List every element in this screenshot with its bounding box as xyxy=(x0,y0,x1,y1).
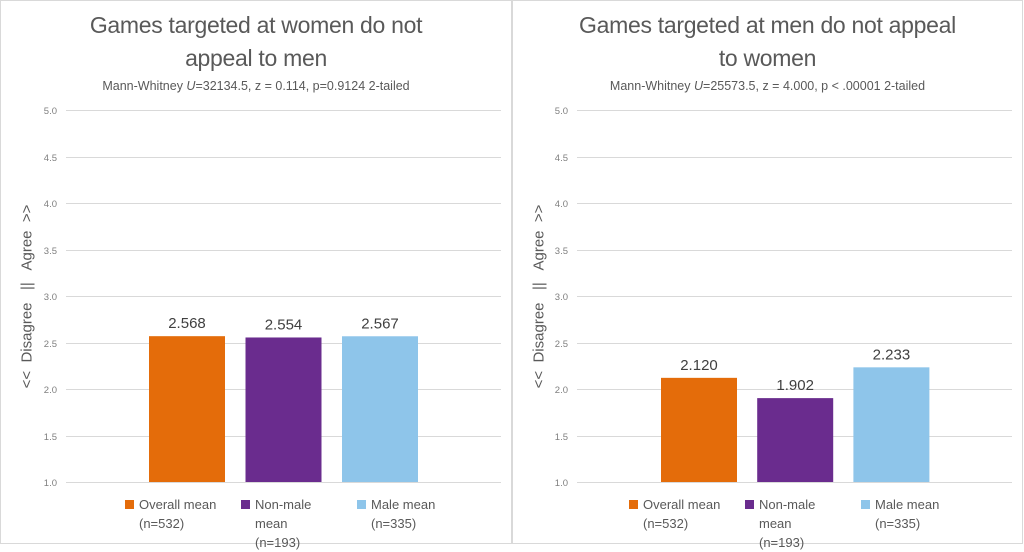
chart-title-line-2: appeal to men xyxy=(185,45,327,71)
y-tick-label: 2.5 xyxy=(555,339,568,350)
y-tick-label: 2.0 xyxy=(555,385,568,396)
y-tick-label: 3.0 xyxy=(555,292,568,303)
subtitle-u-stat: U xyxy=(693,79,704,93)
data-label: 1.902 xyxy=(776,377,814,394)
bar-male-mean xyxy=(853,367,930,482)
legend-sample-size: (n=193) xyxy=(759,535,805,550)
legend-item: Male mean (n=335) xyxy=(861,495,939,552)
legend-sample-size: (n=193) xyxy=(255,535,301,550)
plot-area: 1.0 1.5 2.0 2.5 3.0 3.5 4.0 4.5 5.0 2.568 2.554 2.5… xyxy=(44,106,501,489)
legend-sample-size: (n=335) xyxy=(371,516,417,531)
y-tick-label: 5.0 xyxy=(555,106,568,117)
legend-swatch xyxy=(629,500,638,509)
subtitle-prefix: Mann-Whitney xyxy=(102,79,187,93)
legend-series-name: Overall mean xyxy=(139,497,217,512)
chart-title-line-2: to women xyxy=(718,45,817,71)
legend-sample-size: (n=532) xyxy=(139,516,185,531)
bar-overall-mean xyxy=(661,377,737,482)
legend-sample-size: (n=335) xyxy=(875,516,921,531)
legend-item: Male mean (n=335) xyxy=(357,495,435,552)
subtitle-u-stat: U xyxy=(186,79,196,93)
subtitle-prefix: Mann-Whitney xyxy=(609,79,694,93)
y-tick-label: 4.5 xyxy=(555,153,568,164)
legend-series-name: Male mean xyxy=(371,497,436,512)
y-tick-label: 2.0 xyxy=(44,385,57,396)
legend-series-name: Overall mean xyxy=(643,497,721,512)
legend-text: Overall mean (n=532) xyxy=(139,495,216,533)
y-tick-label: 1.5 xyxy=(44,432,57,443)
legend: Overall mean (n=532) Non-male mean (n=193) M… xyxy=(629,495,939,552)
y-tick-label: 1.0 xyxy=(44,478,57,489)
legend: Overall mean (n=532) Non-male mean (n=193) M… xyxy=(125,495,435,552)
chart-title: Games targeted at women do not appeal to… xyxy=(1,9,511,75)
legend-text: Non-male mean (n=193) xyxy=(255,495,341,552)
y-tick-label: 3.5 xyxy=(44,246,57,257)
chart-title: Games targeted at men do not appeal to w… xyxy=(513,9,1022,75)
y-tick-label: 2.5 xyxy=(44,339,57,350)
data-label: 2.567 xyxy=(361,315,399,332)
data-label: 2.120 xyxy=(680,357,718,374)
chart-panel-men-targeted: Games targeted at men do not appeal to w… xyxy=(512,0,1023,550)
legend-swatch xyxy=(357,500,366,509)
legend-swatch xyxy=(241,500,250,509)
bar-male-mean xyxy=(342,336,418,482)
legend-item: Overall mean (n=532) xyxy=(629,495,729,552)
y-tick-label: 1.5 xyxy=(555,432,568,443)
chart-panel-women-targeted: Games targeted at women do not appeal to… xyxy=(0,0,512,550)
y-tick-label: 4.0 xyxy=(555,199,568,210)
data-label: 2.233 xyxy=(873,346,911,363)
data-label: 2.568 xyxy=(168,315,206,332)
subtitle-stats: =25573.5, z = 4.000, p < .00001 2-tailed xyxy=(703,79,926,93)
legend-series-name: Non-male mean xyxy=(255,497,312,531)
plot-area: 1.0 1.5 2.0 2.5 3.0 3.5 4.0 4.5 5.0 2.120 1.902 2.2… xyxy=(555,106,1012,489)
y-tick-label: 4.5 xyxy=(44,153,57,164)
chart-title-line-1: Games targeted at men do not appeal xyxy=(579,12,956,38)
legend-item: Non-male mean (n=193) xyxy=(745,495,845,552)
subtitle-stats: =32134.5, z = 0.114, p=0.9124 2-tailed xyxy=(195,79,410,93)
legend-swatch xyxy=(125,500,134,509)
y-tick-label: 4.0 xyxy=(44,199,57,210)
chart-title-line-1: Games targeted at women do not xyxy=(89,12,423,38)
legend-item: Overall mean (n=532) xyxy=(125,495,225,552)
legend-item: Non-male mean (n=193) xyxy=(241,495,341,552)
bar-non-male-mean xyxy=(245,337,322,482)
chart-subtitle: Mann-Whitney U=25573.5, z = 4.000, p < .… xyxy=(513,79,1022,93)
chart-subtitle: Mann-Whitney U=32134.5, z = 0.114, p=0.9… xyxy=(1,79,511,93)
legend-swatch xyxy=(745,500,754,509)
legend-text: Male mean (n=335) xyxy=(875,495,939,533)
y-tick-label: 3.5 xyxy=(555,246,568,257)
legend-sample-size: (n=532) xyxy=(643,516,689,531)
legend-series-name: Non-male mean xyxy=(759,497,816,531)
y-tick-label: 1.0 xyxy=(555,478,568,489)
legend-series-name: Male mean xyxy=(875,497,940,512)
y-tick-label: 3.0 xyxy=(44,292,57,303)
legend-text: Overall mean (n=532) xyxy=(643,495,720,533)
legend-text: Male mean (n=335) xyxy=(371,495,435,533)
bar-non-male-mean xyxy=(757,398,834,482)
y-tick-label: 5.0 xyxy=(44,106,57,117)
bar-overall-mean xyxy=(149,336,225,482)
legend-swatch xyxy=(861,500,870,509)
data-label: 2.554 xyxy=(265,316,303,333)
legend-text: Non-male mean (n=193) xyxy=(759,495,845,552)
